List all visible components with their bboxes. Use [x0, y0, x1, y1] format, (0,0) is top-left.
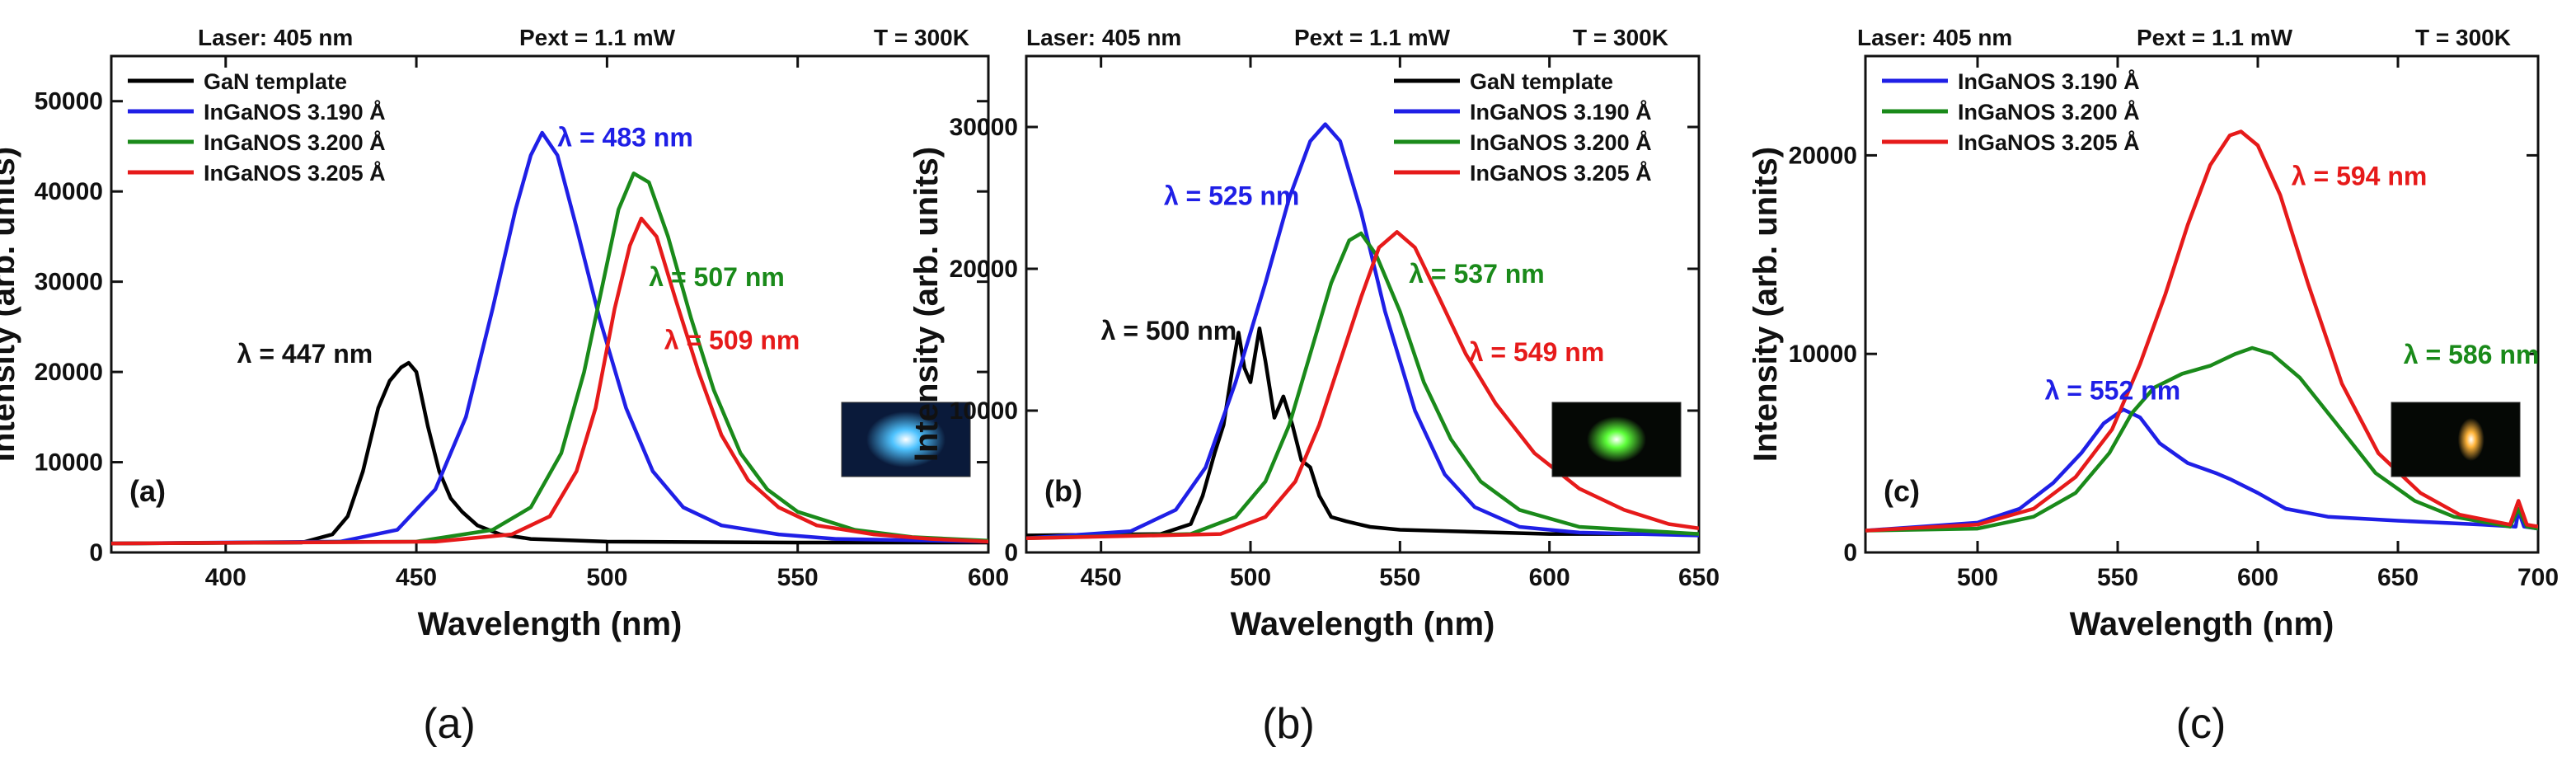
peak-annotation: λ = 525 nm [1164, 181, 1300, 211]
legend-entry: InGaNOS 3.200 Å [1470, 129, 1652, 155]
series-line-3 [111, 216, 988, 546]
x-tick-label: 550 [1379, 564, 1420, 591]
header-temperature: T = 300K [1573, 25, 1668, 50]
header-laser: Laser: 405 nm [1857, 25, 2012, 50]
x-axis-label: Wavelength (nm) [1231, 606, 1495, 642]
inset-glow-spot [866, 411, 945, 468]
figure-caption: (c) [2176, 700, 2226, 748]
x-axis-label: Wavelength (nm) [2070, 606, 2334, 642]
y-tick-label: 20000 [1789, 142, 1857, 169]
legend-entry: InGaNOS 3.205 Å [1470, 160, 1652, 186]
peak-annotation: λ = 552 nm [2045, 376, 2181, 406]
panel-b: Laser: 405 nm Pext = 1.1 mW T = 300K 450 500… [908, 25, 1720, 748]
header-power: Pext = 1.1 mW [2137, 25, 2293, 50]
x-tick-label: 500 [586, 564, 627, 591]
series-line-0 [1026, 326, 1699, 538]
panel-label: (b) [1044, 474, 1082, 508]
peak-annotation: λ = 549 nm [1469, 337, 1605, 367]
y-tick-label: 30000 [35, 269, 103, 296]
inset-background [2391, 402, 2521, 477]
y-axis-label: Intensity (arb. units) [0, 147, 21, 462]
x-tick-label: 550 [777, 564, 819, 591]
x-tick-label: 700 [2517, 564, 2559, 591]
series-line-2 [111, 172, 988, 546]
y-tick-label: 30000 [950, 114, 1018, 141]
series-line-2 [1026, 231, 1699, 541]
inset-glow-spot [2457, 418, 2485, 461]
y-tick-label: 0 [89, 539, 103, 566]
x-tick-label: 600 [968, 564, 1009, 591]
legend-entry: InGaNOS 3.190 Å [1470, 99, 1652, 125]
y-tick-label: 20000 [35, 359, 103, 386]
peak-annotation: λ = 447 nm [237, 339, 373, 369]
peak-annotation: λ = 507 nm [649, 262, 785, 292]
y-tick-label: 20000 [950, 256, 1018, 283]
x-axis-label: Wavelength (nm) [418, 606, 683, 642]
x-tick-label: 500 [1230, 564, 1271, 591]
peak-annotation: λ = 509 nm [664, 326, 800, 355]
legend-entry: InGaNOS 3.200 Å [204, 129, 386, 155]
y-tick-label: 0 [1843, 539, 1857, 566]
x-tick-label: 550 [2097, 564, 2138, 591]
figure-caption: (a) [423, 700, 476, 748]
x-tick-label: 500 [1957, 564, 1998, 591]
series-line-0 [111, 360, 988, 546]
plot-frame [110, 54, 990, 554]
legend-entry: InGaNOS 3.190 Å [204, 99, 386, 125]
x-tick-label: 400 [205, 564, 246, 591]
header-laser: Laser: 405 nm [1026, 25, 1181, 50]
series-line-1 [1026, 122, 1699, 541]
panel-a: Laser: 405 nm Pext = 1.1 mW T = 300K 400 450… [0, 25, 1009, 748]
x-tick-label: 450 [396, 564, 437, 591]
header-power: Pext = 1.1 mW [1294, 25, 1451, 50]
y-axis-label: Intensity (arb. units) [908, 147, 945, 462]
legend-entry: GaN template [1470, 69, 1613, 94]
y-tick-label: 10000 [1789, 341, 1857, 368]
series-line-3 [1026, 230, 1699, 541]
plot-frame [1864, 54, 2540, 554]
y-tick-label: 0 [1004, 539, 1018, 566]
y-tick-label: 40000 [35, 178, 103, 205]
legend-entry: InGaNOS 3.205 Å [204, 160, 386, 186]
x-tick-label: 600 [1529, 564, 1570, 591]
y-tick-label: 10000 [35, 449, 103, 477]
legend-entry: InGaNOS 3.205 Å [1958, 129, 2140, 155]
legend-entry: InGaNOS 3.190 Å [1958, 68, 2140, 94]
x-tick-label: 450 [1081, 564, 1122, 591]
y-axis-label: Intensity (arb. units) [1748, 147, 1784, 462]
peak-annotation: λ = 586 nm [2404, 340, 2540, 369]
inset-glow-spot [1587, 416, 1646, 463]
panel-label: (a) [129, 474, 166, 508]
y-tick-label: 50000 [35, 88, 103, 115]
peak-annotation: λ = 537 nm [1409, 259, 1545, 289]
inset-emission-photo [2391, 402, 2521, 477]
legend-entry: InGaNOS 3.200 Å [1958, 99, 2140, 125]
series-line-1 [1865, 345, 2538, 533]
peak-annotation: λ = 483 nm [557, 122, 693, 152]
inset-emission-photo [841, 402, 971, 477]
plot-frame [1025, 54, 1701, 554]
figure-caption: (b) [1262, 700, 1315, 748]
header-temperature: T = 300K [2415, 25, 2511, 50]
series-line-1 [111, 130, 988, 546]
peak-annotation: λ = 594 nm [2292, 162, 2428, 191]
panel-c: Laser: 405 nm Pext = 1.1 mW T = 300K 500 550… [1748, 25, 2559, 748]
peak-annotation: λ = 500 nm [1101, 316, 1237, 345]
series-line-2 [1865, 129, 2538, 533]
legend-entry: GaN template [204, 69, 347, 94]
inset-emission-photo [1551, 402, 1682, 477]
header-laser: Laser: 405 nm [198, 25, 353, 50]
x-tick-label: 600 [2237, 564, 2278, 591]
panel-label: (c) [1884, 474, 1920, 508]
header-temperature: T = 300K [874, 25, 969, 50]
header-power: Pext = 1.1 mW [519, 25, 676, 50]
x-tick-label: 650 [2377, 564, 2419, 591]
x-tick-label: 650 [1678, 564, 1720, 591]
y-tick-label: 10000 [950, 397, 1018, 425]
